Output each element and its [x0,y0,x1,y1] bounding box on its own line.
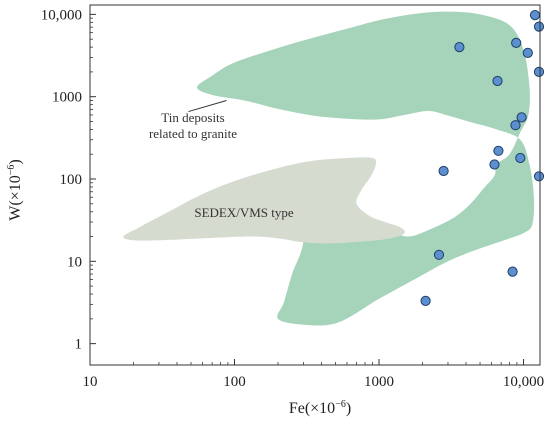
scatter-point [507,266,518,277]
scatter-point [533,21,545,32]
tin-deposits-label-line: related to granite [149,126,237,141]
scatter-point [420,295,431,306]
scatter-point [510,120,521,131]
scatter-point [515,152,526,164]
region-fields [123,11,535,326]
plot-frame [89,4,541,366]
scatter-point [433,249,445,260]
axes: 10 100 1000 10,000 1 10 100 1000 10,000 [41,7,544,390]
scatter-point [454,42,465,53]
y-axis-label: W(×10−6) [6,159,24,220]
y-tick-label: 10,000 [41,7,82,23]
scatter-point [493,145,504,156]
data-points [420,10,545,306]
tin-deposits-label-line: Tin deposits [161,110,224,125]
scatter-point [438,165,449,177]
scatter-point [533,66,545,78]
scatter-point [522,47,533,59]
scatter-point [511,37,522,49]
sedex-vms-field [123,157,405,244]
sedex-vms-label: SEDEX/VMS type [194,205,294,220]
tin-deposits-field [197,11,535,326]
x-tick-label: 1000 [364,374,394,390]
region-labels: Tin deposits related to granite SEDEX/VMS … [149,99,294,220]
y-tick-label: 1 [75,337,83,353]
scatter-point [529,10,541,21]
scatter-point [516,112,527,123]
y-tick-label: 100 [60,172,83,188]
tin-label-leader-line [188,99,227,113]
scatter-point [492,75,503,87]
tin-deposits-label: Tin deposits related to granite [149,110,237,141]
x-axis-label: Fe(×10−6) [289,399,351,417]
scatter-point [533,171,545,182]
scatter-point [489,159,500,170]
x-tick-label: 10,000 [503,374,544,390]
y-tick-label: 1000 [52,90,82,106]
x-tick-label: 10 [83,374,98,390]
y-tick-label: 10 [67,254,82,270]
x-tick-label: 100 [223,374,246,390]
